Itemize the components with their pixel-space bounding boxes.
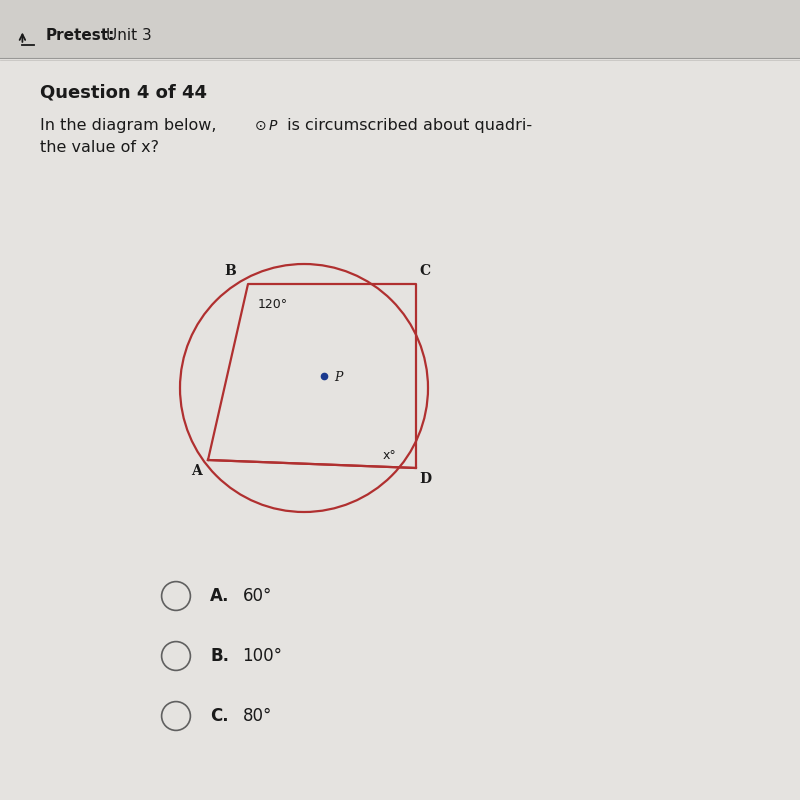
Bar [0, 0, 800, 58]
Text: D: D [419, 471, 432, 486]
Text: Unit 3: Unit 3 [106, 28, 151, 42]
Text: A: A [191, 463, 202, 478]
Text: 120°: 120° [258, 298, 288, 310]
Text: is circumscribed about quadri-: is circumscribed about quadri- [282, 118, 532, 133]
Text: C: C [419, 264, 430, 278]
Text: 100°: 100° [242, 647, 282, 665]
Text: A.: A. [210, 587, 230, 605]
Text: 80°: 80° [242, 707, 272, 725]
Text: Pretest:: Pretest: [46, 28, 115, 42]
Text: Question 4 of 44: Question 4 of 44 [40, 83, 207, 101]
Text: B.: B. [210, 647, 230, 665]
Text: C.: C. [210, 707, 229, 725]
Text: P: P [334, 371, 342, 384]
Text: x°: x° [382, 449, 396, 462]
Text: In the diagram below,: In the diagram below, [40, 118, 222, 133]
Text: P: P [269, 118, 277, 133]
Text: ⊙: ⊙ [254, 118, 266, 133]
Text: B: B [224, 264, 236, 278]
Text: 60°: 60° [242, 587, 272, 605]
Text: the value of x?: the value of x? [40, 141, 159, 155]
